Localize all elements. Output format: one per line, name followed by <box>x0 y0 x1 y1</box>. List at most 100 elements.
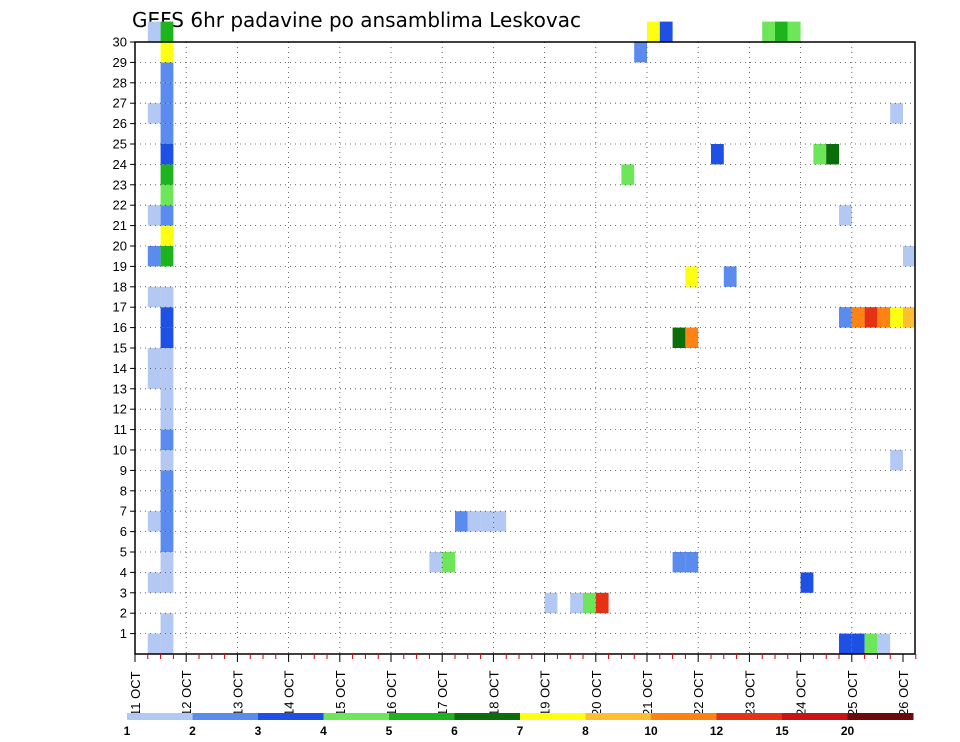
heatmap-cell <box>775 21 788 42</box>
y-tick-label: 11 <box>114 422 128 437</box>
heatmap-cell <box>647 21 660 42</box>
y-tick-label: 27 <box>113 96 127 111</box>
y-tick-label: 5 <box>120 545 127 560</box>
heatmap-cell <box>711 144 724 165</box>
heatmap-cell <box>147 246 161 267</box>
heatmap-cell <box>442 552 455 573</box>
x-tick-label: 11 OCT <box>128 671 143 716</box>
heatmap-cell <box>685 327 699 348</box>
colorbar-swatch <box>847 713 914 720</box>
heatmap-cell <box>672 327 686 348</box>
y-tick-label: 9 <box>120 463 127 478</box>
heatmap-cell <box>160 21 174 42</box>
heatmap-cell <box>160 531 174 552</box>
heatmap-cell <box>851 307 865 328</box>
heatmap-cell <box>160 82 174 104</box>
y-tick-label: 16 <box>113 320 127 335</box>
heatmap-cell <box>877 307 891 328</box>
y-tick-label: 13 <box>113 381 127 396</box>
y-tick-label: 26 <box>113 116 127 131</box>
heatmap-cell <box>160 225 174 246</box>
heatmap-cell <box>160 552 174 573</box>
heatmap-cell <box>570 592 583 614</box>
heatmap-cell <box>672 552 686 573</box>
heatmap-cell <box>147 103 161 124</box>
x-tick-label: 26 OCT <box>896 670 911 716</box>
heatmap-cell <box>467 511 481 532</box>
y-tick-label: 7 <box>120 504 127 519</box>
heatmap-cell <box>160 388 174 410</box>
heatmap-cell <box>877 633 891 654</box>
heatmap-cell <box>160 511 174 532</box>
heatmap-cell <box>583 592 596 614</box>
heatmap-cell <box>903 246 915 267</box>
heatmap-cell <box>160 368 174 389</box>
x-tick-label: 13 OCT <box>230 670 245 716</box>
y-tick-label: 14 <box>113 361 127 376</box>
heatmap-cell <box>147 511 161 532</box>
colorbar-label: 5 <box>386 724 393 738</box>
x-tick-label: 16 OCT <box>384 670 399 716</box>
heatmap-cell <box>160 184 174 206</box>
colorbar-swatch <box>651 713 717 720</box>
heatmap-cell <box>160 62 174 83</box>
heatmap-cell <box>839 307 852 328</box>
heatmap-cell <box>147 205 161 226</box>
heatmap-cell <box>839 633 852 654</box>
heatmap-cell <box>480 511 494 532</box>
y-tick-label: 28 <box>113 75 127 90</box>
colorbar-swatch <box>323 713 390 720</box>
heatmap-cell <box>890 307 903 328</box>
colorbar-swatch <box>127 713 193 720</box>
heatmap-cell <box>160 409 174 430</box>
heatmap-cell <box>787 21 801 42</box>
y-tick-label: 1 <box>120 626 127 641</box>
y-tick-label: 20 <box>113 239 127 254</box>
heatmap-cell <box>864 307 878 328</box>
heatmap-cell <box>544 592 558 614</box>
heatmap-cell <box>160 103 174 124</box>
heatmap-cell <box>493 511 507 532</box>
y-tick-label: 8 <box>120 483 127 498</box>
heatmap-cell <box>723 266 737 287</box>
y-tick-label: 18 <box>113 279 127 294</box>
heatmap-cell <box>621 164 635 185</box>
colorbar-label: 20 <box>841 724 855 738</box>
grid-lines <box>135 42 915 654</box>
y-tick-label: 12 <box>113 402 127 417</box>
heatmap-cell <box>903 307 915 328</box>
heatmap-cell <box>762 21 775 42</box>
heatmap-cell <box>160 327 174 348</box>
heatmap-cell <box>160 286 174 308</box>
heatmap-cell <box>160 123 174 144</box>
x-tick-label: 23 OCT <box>742 670 757 716</box>
heatmap-cells <box>147 21 915 654</box>
y-tick-label: 23 <box>113 177 127 192</box>
heatmap-cell <box>800 572 814 593</box>
y-axis: 1234567891011121314151617181920212223242… <box>113 35 135 641</box>
heatmap-cell <box>839 205 852 226</box>
y-tick-label: 10 <box>113 443 127 458</box>
colorbar-label: 1 <box>124 724 131 738</box>
heatmap-cell <box>160 450 174 471</box>
heatmap-cell <box>147 286 161 308</box>
heatmap-cell <box>160 205 174 226</box>
heatmap-cell <box>864 633 878 654</box>
heatmap-cell <box>685 552 699 573</box>
heatmap-cell <box>160 42 174 63</box>
y-tick-label: 3 <box>120 585 127 600</box>
chart-title: GEFS 6hr padavine po ansamblima Leskovac <box>132 8 581 32</box>
x-tick-label: 24 OCT <box>794 670 809 716</box>
heatmap-cell <box>147 348 161 369</box>
heatmap-cell <box>160 572 174 593</box>
heatmap-cell <box>634 42 647 63</box>
x-tick-label: 22 OCT <box>691 670 706 716</box>
colorbar-swatch <box>389 713 455 720</box>
colorbar-swatch <box>716 713 783 720</box>
y-tick-label: 19 <box>113 259 127 274</box>
heatmap-cell <box>160 164 174 185</box>
heatmap-cell <box>890 450 903 471</box>
colorbar-label: 4 <box>320 724 327 738</box>
heatmap-cell <box>595 592 609 614</box>
